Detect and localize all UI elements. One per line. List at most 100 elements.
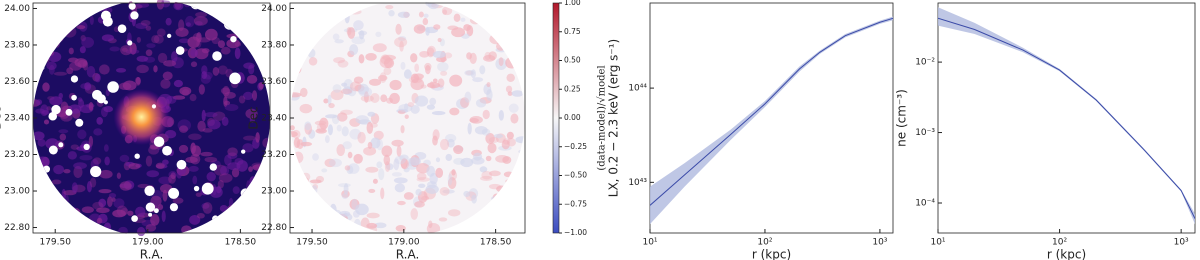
map-blob (413, 73, 424, 80)
map-blob (495, 194, 505, 200)
map-blob (158, 176, 172, 185)
map-blob (460, 17, 466, 22)
map-blob (51, 5, 62, 15)
y-axis-label: ne (cm⁻³) (895, 89, 909, 147)
map-blob (171, 51, 178, 63)
map-blob (485, 227, 496, 233)
map-blob (414, 201, 425, 208)
map-blob (403, 192, 414, 200)
map-blob (146, 43, 156, 49)
map-blob (292, 184, 302, 194)
y-tick-label: 23.40 (261, 114, 287, 124)
map-blob (291, 64, 302, 75)
map-blob (175, 27, 189, 37)
map-blob (229, 219, 242, 230)
map-blob (135, 77, 141, 85)
map-blob (53, 32, 64, 43)
map-blob (293, 151, 304, 164)
map-blob (187, 36, 200, 48)
map-blob (230, 6, 244, 17)
map-blob (84, 13, 89, 19)
model-line (650, 17, 893, 206)
map-blob (445, 153, 453, 162)
masked-source (209, 163, 218, 171)
map-blob (153, 34, 164, 44)
map-blob (249, 176, 257, 187)
map-blob (217, 40, 226, 49)
map-blob (59, 133, 67, 141)
masked-source (153, 208, 159, 214)
map-blob (96, 207, 110, 214)
masked-source (130, 11, 139, 20)
map-blob (404, 103, 409, 111)
map-blob (192, 175, 198, 185)
map-blob (509, 19, 521, 25)
map-blob (329, 12, 341, 21)
masked-source (250, 185, 259, 194)
map-blob (173, 1, 184, 11)
colorbar-tick-label: −1.00 (564, 228, 587, 237)
map-blob (509, 39, 517, 45)
map-blob (40, 104, 49, 117)
map-blob (464, 91, 472, 103)
source-glow (113, 89, 170, 145)
map-blob (299, 103, 313, 114)
map-blob (48, 51, 62, 62)
map-blob (300, 141, 313, 147)
map-blob (222, 13, 234, 25)
map-blob (431, 84, 436, 89)
map-blob (469, 16, 481, 25)
masked-source (131, 215, 138, 222)
x-axis-label: R.A. (396, 248, 420, 260)
map-blob (88, 101, 94, 111)
map-blob (435, 167, 444, 178)
map-blob (336, 124, 342, 132)
masked-source (240, 188, 251, 198)
y-tick-label: 23.60 (4, 77, 30, 87)
map-blob (42, 82, 50, 92)
map-blob (299, 193, 313, 204)
map-blob (172, 197, 184, 204)
masked-source (241, 149, 246, 154)
map-blob (449, 74, 463, 87)
map-blob (489, 170, 501, 177)
masked-source (117, 24, 127, 34)
map-blob (48, 38, 53, 51)
map-blob (319, 207, 329, 216)
map-blob (349, 9, 362, 15)
map-blob (343, 183, 349, 195)
y-tick-label: 23.00 (261, 187, 287, 197)
map-blob (308, 32, 315, 45)
map-blob (290, 216, 298, 227)
x-tick-label: 178.50 (225, 238, 257, 248)
map-blob (226, 38, 240, 49)
map-blob (503, 171, 514, 178)
map-blob (507, 207, 522, 213)
map-blob (422, 17, 429, 26)
map-blob (79, 155, 93, 161)
masked-source (145, 202, 156, 212)
map-blob (185, 22, 191, 27)
map-blob (220, 46, 231, 55)
map-blob (445, 134, 457, 143)
map-blob (370, 93, 380, 103)
map-blob (437, 78, 445, 88)
map-blob (258, 82, 264, 90)
map-blob (255, 211, 267, 220)
map-blob (41, 3, 50, 10)
map-blob (506, 131, 514, 140)
map-blob (363, 91, 369, 103)
masked-source (176, 159, 187, 170)
map-blob (200, 151, 213, 157)
map-blob (410, 104, 420, 114)
masked-source (128, 2, 136, 10)
map-blob (290, 11, 302, 20)
y-tick-label: 22.80 (261, 223, 287, 233)
map-blob (150, 213, 160, 226)
map-blob (160, 78, 171, 89)
map-blob (485, 155, 492, 162)
map-blob (442, 189, 455, 194)
map-blob (43, 119, 50, 125)
map-blob (81, 206, 94, 214)
x-tick-label: 10¹ (930, 238, 945, 248)
